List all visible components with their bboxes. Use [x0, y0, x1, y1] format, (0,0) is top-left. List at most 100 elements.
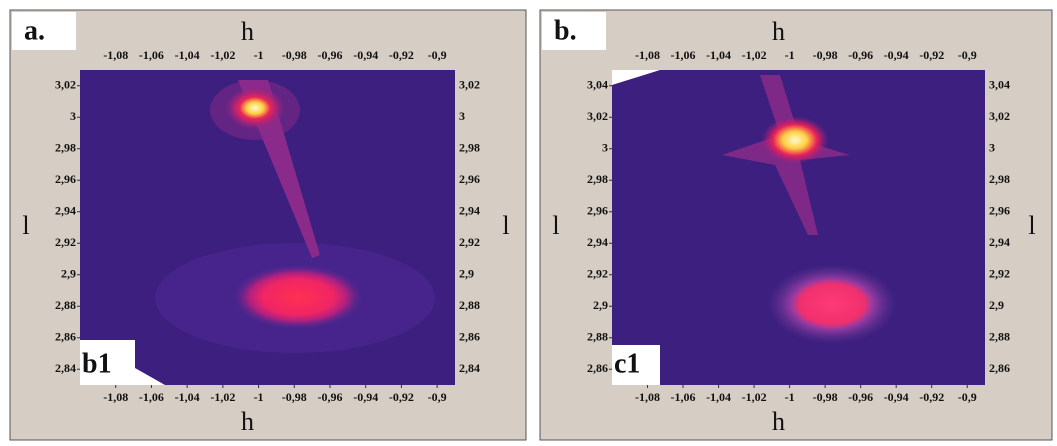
y-tick-label: 3,04 — [989, 78, 1010, 92]
x-axis-label: h — [772, 407, 785, 436]
x-tick-label: -0,94 — [884, 48, 909, 62]
y-tick-label: 2,86 — [587, 361, 608, 375]
x-tick-label: -0,9 — [428, 48, 447, 62]
y-tick-label: 2,86 — [459, 330, 480, 344]
peak — [761, 116, 829, 164]
x-tick-label: -1,08 — [103, 48, 128, 62]
y-tick-label: 2,98 — [989, 172, 1010, 186]
y-tick-label: 3 — [459, 109, 465, 123]
x-tick-label: -1 — [254, 48, 264, 62]
y-tick-label: 2,96 — [989, 204, 1010, 218]
x-tick-label: -1,04 — [175, 48, 200, 62]
y-tick-label: 2,92 — [459, 235, 480, 249]
x-tick-label: -1,06 — [139, 48, 164, 62]
y-tick-label: 2,94 — [459, 204, 480, 218]
y-tick-label: 2,84 — [459, 361, 480, 375]
x-tick-label: -1,02 — [210, 390, 235, 404]
x-tick-label: -1,04 — [706, 48, 731, 62]
x-tick-label: -0,92 — [919, 48, 944, 62]
x-tick-label: -1 — [785, 48, 795, 62]
y-tick-label: 3,04 — [587, 78, 608, 92]
x-axis-label: h — [241, 407, 254, 436]
x-tick-label: -1,02 — [742, 390, 767, 404]
x-tick-label: -1 — [254, 390, 264, 404]
x-tick-label: -1,04 — [175, 390, 200, 404]
y-tick-label: 3 — [989, 141, 995, 155]
y-tick-label: 2,9 — [593, 298, 608, 312]
y-tick-label: 2,92 — [989, 267, 1010, 281]
x-tick-label: -1,06 — [671, 390, 696, 404]
y-tick-label: 2,92 — [587, 267, 608, 281]
x-tick-label: -0,96 — [318, 390, 343, 404]
x-tick-label: -0,94 — [884, 390, 909, 404]
x-tick-label: -0,98 — [282, 48, 307, 62]
panel-label-box — [542, 12, 606, 50]
y-tick-label: 2,9 — [989, 298, 1004, 312]
y-tick-label: 2,94 — [587, 235, 608, 249]
y-tick-label: 2,88 — [587, 330, 608, 344]
inset-label: c1 — [614, 348, 640, 379]
x-tick-label: -1,08 — [635, 390, 660, 404]
y-tick-label: 2,92 — [55, 235, 76, 249]
y-tick-label: 2,86 — [55, 330, 76, 344]
panel-label-box — [12, 12, 76, 50]
y-tick-label: 2,9 — [459, 267, 474, 281]
y-axis-label: l — [552, 211, 559, 240]
y-tick-label: 3 — [70, 109, 76, 123]
x-tick-label: -0,92 — [389, 48, 414, 62]
x-tick-label: -0,92 — [919, 390, 944, 404]
y-tick-label: 2,98 — [587, 172, 608, 186]
x-tick-label: -1 — [785, 390, 795, 404]
x-tick-label: -0,98 — [813, 390, 838, 404]
x-tick-label: -0,9 — [428, 390, 447, 404]
x-axis-label: h — [241, 17, 254, 46]
y-axis-label: l — [22, 211, 29, 240]
panel-label: b. — [554, 15, 577, 46]
y-tick-label: 3,02 — [587, 109, 608, 123]
x-tick-label: -0,96 — [848, 48, 873, 62]
x-tick-label: -0,92 — [389, 390, 414, 404]
y-tick-label: 2,84 — [55, 361, 76, 375]
x-tick-label: -1,02 — [210, 48, 235, 62]
x-tick-label: -0,96 — [318, 48, 343, 62]
x-tick-label: -0,9 — [958, 390, 977, 404]
x-tick-label: -1,08 — [103, 390, 128, 404]
y-tick-label: 3,02 — [989, 109, 1010, 123]
y-tick-label: 2,88 — [55, 298, 76, 312]
corner — [612, 345, 660, 385]
y-axis-label: l — [502, 211, 509, 240]
substrate — [233, 265, 363, 329]
x-tick-label: -1,04 — [706, 390, 731, 404]
y-tick-label: 2,96 — [55, 172, 76, 186]
x-tick-label: -0,94 — [353, 48, 378, 62]
corner — [80, 340, 165, 385]
x-tick-label: -0,9 — [958, 48, 977, 62]
y-tick-label: 2,9 — [61, 267, 76, 281]
y-tick-label: 2,98 — [459, 141, 480, 155]
x-tick-label: -0,94 — [353, 390, 378, 404]
y-tick-label: 2,96 — [459, 172, 480, 186]
x-tick-label: -1,06 — [139, 390, 164, 404]
x-tick-label: -0,96 — [848, 390, 873, 404]
x-tick-label: -1,08 — [635, 48, 660, 62]
y-tick-label: 2,94 — [989, 235, 1010, 249]
y-tick-label: 2,88 — [459, 298, 480, 312]
inset-label: b1 — [82, 348, 112, 379]
y-tick-label: 2,88 — [989, 330, 1010, 344]
x-tick-label: -0,98 — [813, 48, 838, 62]
y-tick-label: 3 — [602, 141, 608, 155]
y-tick-label: 3,02 — [459, 78, 480, 92]
y-tick-label: 3,02 — [55, 78, 76, 92]
x-axis-label: h — [772, 17, 785, 46]
substrate — [767, 264, 897, 344]
y-tick-label: 2,86 — [989, 361, 1010, 375]
peak — [231, 91, 279, 125]
x-tick-label: -1,02 — [742, 48, 767, 62]
panel-label: a. — [24, 15, 45, 46]
x-tick-label: -0,98 — [282, 390, 307, 404]
x-tick-label: -1,06 — [671, 48, 696, 62]
y-tick-label: 2,98 — [55, 141, 76, 155]
y-tick-label: 2,94 — [55, 204, 76, 218]
y-axis-label: l — [1028, 211, 1035, 240]
